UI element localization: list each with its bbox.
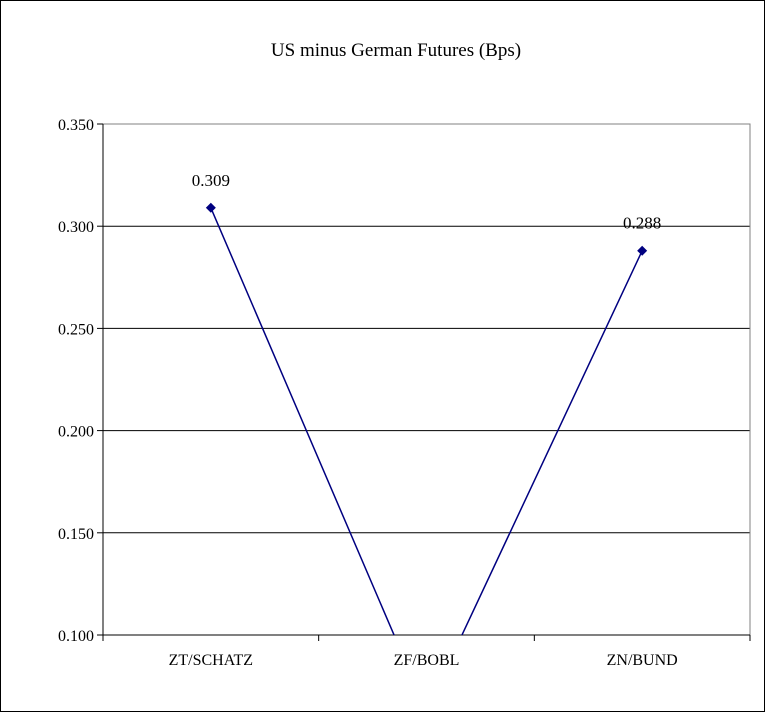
x-tick-label: ZF/BOBL: [394, 652, 460, 669]
chart-title: US minus German Futures (Bps): [271, 40, 521, 61]
y-tick-label: 0.250: [58, 321, 94, 338]
x-tick-label: ZT/SCHATZ: [169, 652, 253, 669]
data-label: 0.309: [192, 171, 230, 190]
data-label: 0.288: [623, 214, 661, 233]
y-tick-label: 0.350: [58, 117, 94, 134]
y-tick-label: 0.100: [58, 628, 94, 645]
data-point-marker: [205, 202, 216, 213]
x-tick-label: ZN/BUND: [607, 652, 678, 669]
y-tick-label: 0.200: [58, 424, 94, 441]
y-tick-label: 0.300: [58, 219, 94, 236]
series-line: [210, 207, 643, 635]
y-tick-label: 0.150: [58, 526, 94, 543]
plot-area: [102, 123, 751, 636]
data-point-marker: [637, 245, 648, 256]
